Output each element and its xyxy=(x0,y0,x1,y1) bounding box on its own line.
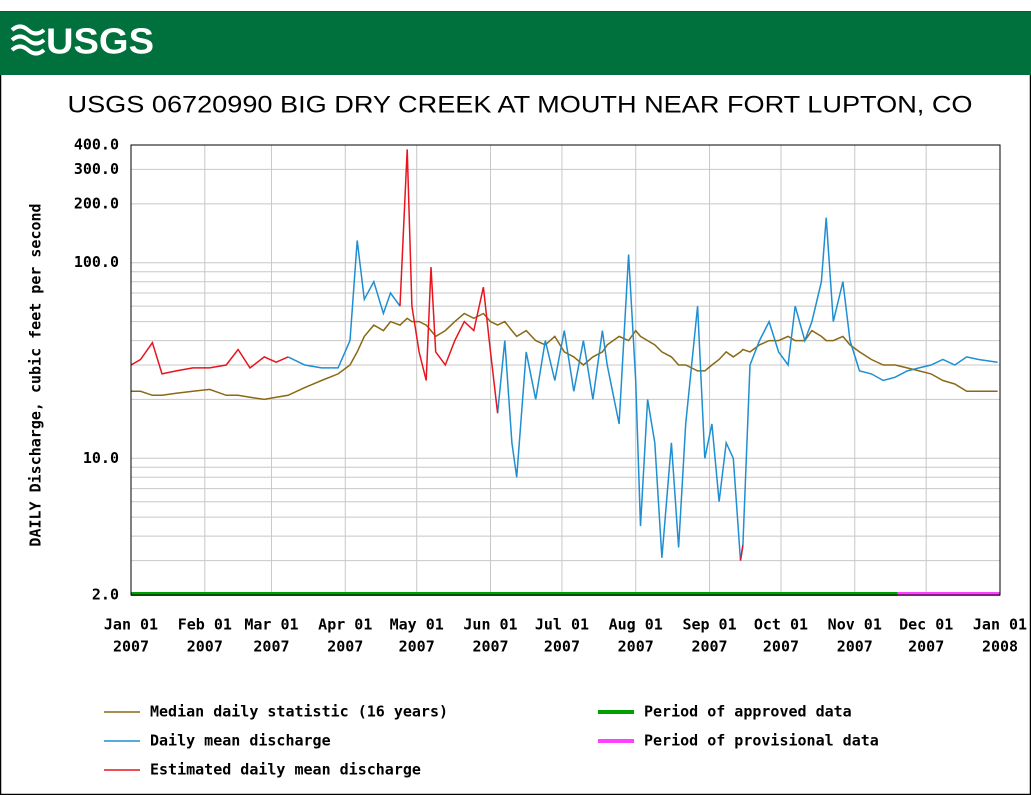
data-line xyxy=(130,341,289,375)
x-tick-label: 2007 xyxy=(618,638,654,656)
y-tick-label: 100.0 xyxy=(74,253,119,271)
x-tick-label: Feb 01 xyxy=(178,616,232,634)
x-tick-label: 2007 xyxy=(113,638,149,656)
data-line xyxy=(399,149,499,414)
x-tick-label: 2007 xyxy=(399,638,435,656)
logo-waves xyxy=(10,24,46,56)
legend-label: Median daily statistic (16 years) xyxy=(150,703,448,721)
x-tick-label: 2007 xyxy=(472,638,508,656)
x-tick-label: Jul 01 xyxy=(535,616,589,634)
x-tick-label: 2007 xyxy=(253,638,289,656)
period-bar xyxy=(131,592,898,596)
x-tick-label: 2007 xyxy=(691,638,727,656)
plot-border xyxy=(130,144,1001,596)
data-line xyxy=(131,312,998,401)
data-line xyxy=(496,217,998,561)
legend-label: Period of approved data xyxy=(644,703,852,721)
x-tick-label: Sep 01 xyxy=(682,616,736,634)
x-tick-label: Mar 01 xyxy=(244,616,298,634)
x-tick-label: Aug 01 xyxy=(609,616,663,634)
y-axis-label: DAILY Discharge, cubic feet per second xyxy=(27,203,45,546)
x-tick-label: Dec 01 xyxy=(899,616,953,634)
legend-label: Daily mean discharge xyxy=(150,732,331,750)
data-line xyxy=(739,544,744,561)
y-tick-label: 300.0 xyxy=(74,160,119,178)
y-tick-label: 200.0 xyxy=(74,194,119,212)
x-tick-label: Jun 01 xyxy=(463,616,517,634)
x-tick-label: Jan 01 xyxy=(973,616,1027,634)
x-tick-label: Jan 01 xyxy=(104,616,158,634)
x-tick-label: Oct 01 xyxy=(754,616,808,634)
banner xyxy=(0,12,1031,75)
x-tick-label: May 01 xyxy=(390,616,444,634)
plot-area xyxy=(131,145,1000,595)
logo-text: USGS xyxy=(46,21,154,62)
x-tick-label: 2008 xyxy=(982,638,1018,656)
x-tick-label: 2007 xyxy=(763,638,799,656)
chart-title: USGS 06720990 BIG DRY CREEK AT MOUTH NEA… xyxy=(68,91,973,118)
data-line xyxy=(287,240,401,369)
x-tick-label: 2007 xyxy=(187,638,223,656)
legend-label: Period of provisional data xyxy=(644,732,879,750)
x-tick-label: 2007 xyxy=(837,638,873,656)
legend-label: Estimated daily mean discharge xyxy=(150,761,421,779)
period-bar xyxy=(897,592,1000,596)
x-tick-label: 2007 xyxy=(327,638,363,656)
x-tick-label: Nov 01 xyxy=(828,616,882,634)
y-tick-label: 400.0 xyxy=(74,136,119,154)
y-tick-label: 2.0 xyxy=(92,586,119,604)
x-tick-label: 2007 xyxy=(908,638,944,656)
y-tick-label: 10.0 xyxy=(83,449,119,467)
x-tick-label: Apr 01 xyxy=(318,616,372,634)
x-tick-label: 2007 xyxy=(544,638,580,656)
